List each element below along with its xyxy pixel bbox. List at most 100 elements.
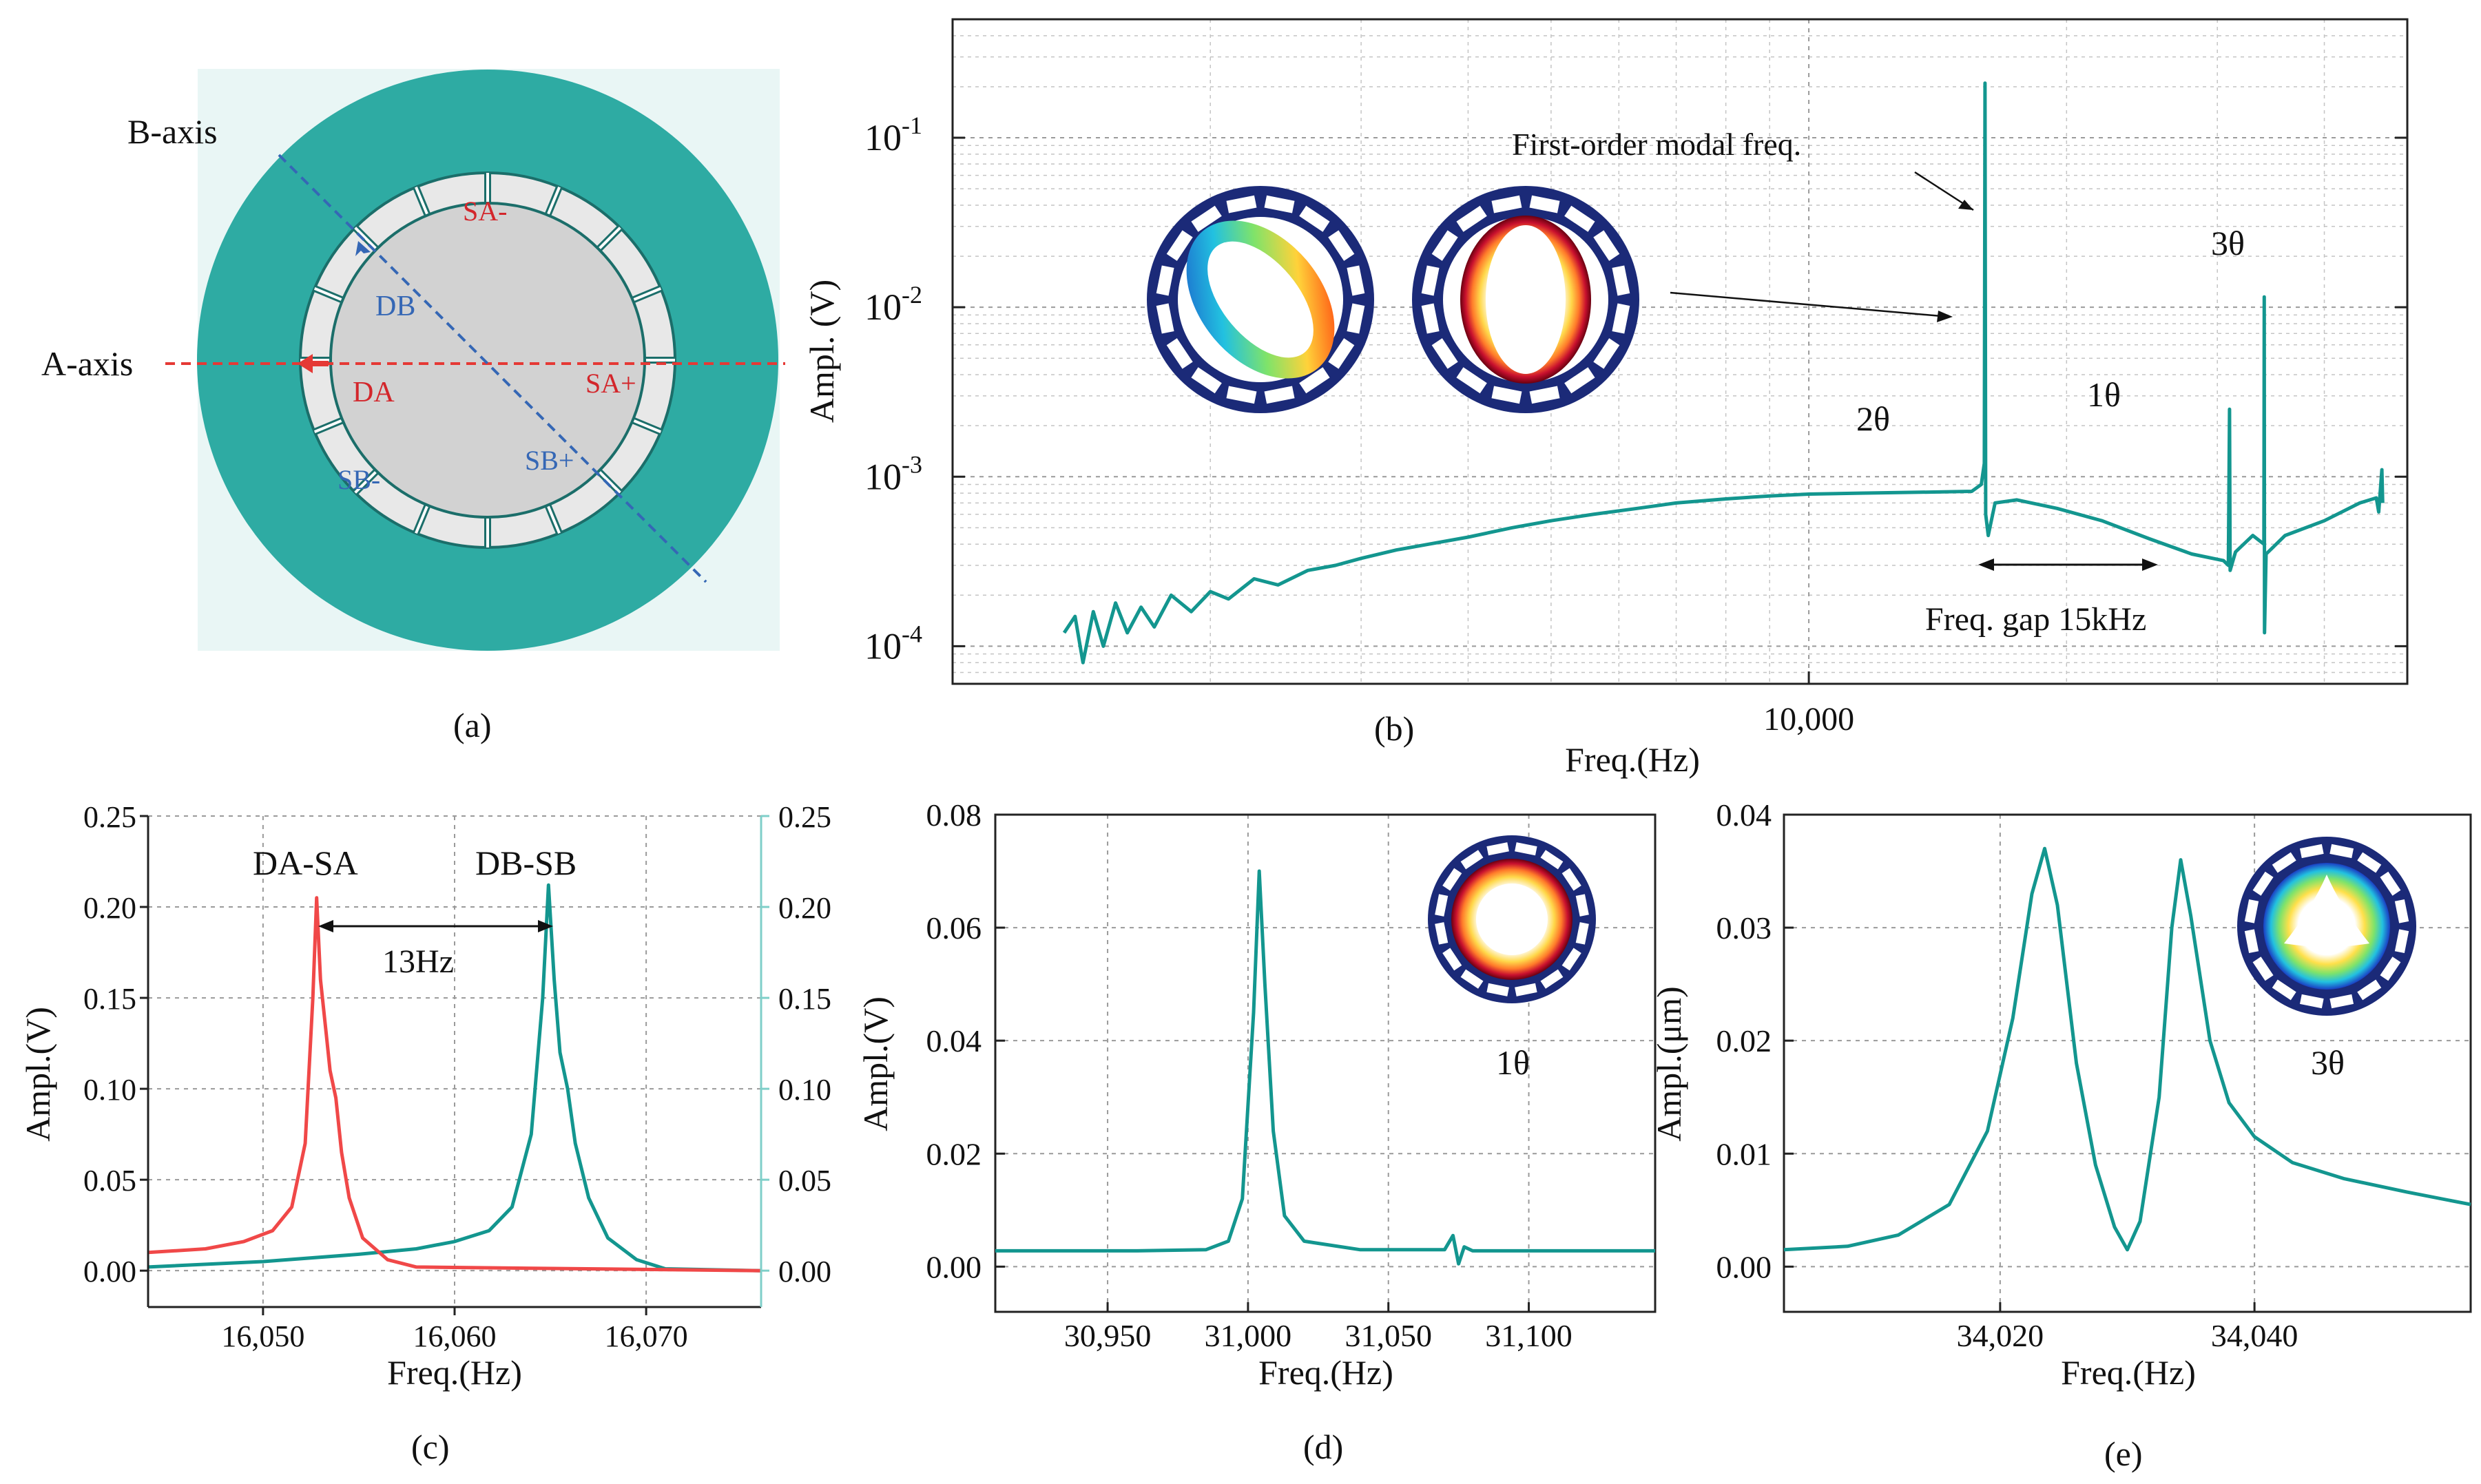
b-y-axis-label: Ampl. (V) [802, 280, 841, 423]
c-y-tick-label: 0.10 [83, 1073, 136, 1107]
electrode-gap-center [632, 287, 662, 302]
inset-slot [1593, 230, 1620, 261]
b-arrowhead-1-icon [1958, 200, 1973, 210]
d-y-tick-label: 0.00 [926, 1249, 982, 1284]
inset-slot [1561, 948, 1581, 971]
inset-slot [1564, 367, 1595, 394]
inset-slot [1486, 842, 1509, 856]
panel-b: 10-4 10-3 10-2 10-1 10,000 Ampl. (V) Freq.(H… [802, 18, 2409, 779]
e-y-tick-label: 0.03 [1716, 910, 1772, 945]
e-x-tick-label: 34,040 [2211, 1318, 2298, 1353]
electrode-gap-center [597, 227, 621, 251]
c-gridlines [148, 815, 761, 1307]
e-y-tick-label: 0.00 [1716, 1249, 1772, 1284]
inset-slot [1442, 948, 1462, 971]
caption-b: (b) [1374, 709, 1414, 748]
inset-slot [1299, 367, 1330, 394]
d-y-tick-label: 0.06 [926, 910, 982, 945]
c-x-axis-label: Freq.(Hz) [387, 1353, 522, 1392]
sa-plus-label: SA+ [585, 368, 636, 399]
e-y-tick-label: 0.02 [1716, 1023, 1772, 1058]
inset-slot [1612, 265, 1630, 296]
inset-slot [1456, 367, 1487, 394]
d-y-tick-label: 0.02 [926, 1136, 982, 1171]
inset-slot [1431, 338, 1458, 369]
e-x-tick-label: 34,020 [1957, 1318, 2044, 1353]
d-series-line [995, 869, 1655, 1266]
b-gap-arrowhead-right-icon [2142, 558, 2158, 571]
caption-a: (a) [453, 706, 492, 744]
d-x-axis-label: Freq.(Hz) [1258, 1353, 1393, 1392]
db-arrow-icon [355, 241, 375, 265]
c-y-tick-label: 0.15 [83, 982, 136, 1016]
inset-slot [1264, 195, 1295, 213]
c-y2-tick-label: 0.15 [778, 982, 831, 1016]
c-x-tick-label: 16,070 [605, 1319, 688, 1353]
b-first-order-label: First-order modal freq. [1512, 127, 1801, 162]
inset-slot [2244, 929, 2259, 954]
b-x-tick-label: 10,000 [1763, 701, 1854, 738]
electrode-gap-center [313, 419, 344, 433]
inset-slot [2329, 844, 2354, 859]
b-tick-labels: 10-4 10-3 10-2 10-1 10,000 [864, 112, 2407, 738]
electrode-gap-center [546, 186, 561, 216]
inset-slot [1347, 265, 1365, 296]
b-1theta-label: 1θ [2087, 375, 2121, 414]
inset-slot [1456, 205, 1487, 232]
c-gap-label: 13Hz [382, 943, 454, 980]
inset-slot [2299, 994, 2324, 1009]
electrode-gap-center [632, 419, 662, 433]
inset-slot [1166, 230, 1193, 261]
e-mode-label: 3θ [2311, 1043, 2345, 1082]
d-mode-inset [1428, 835, 1596, 1003]
b-series-line [1062, 81, 2385, 665]
da-label: DA [353, 377, 395, 408]
electrode-gap-center [415, 186, 429, 216]
panel-c: 0.00 0.00 0.05 0.05 0.10 0.10 0.15 0.15 0.20 0.20… [19, 800, 831, 1466]
inset-slot [1156, 265, 1174, 296]
c-x-tick-label: 16,060 [413, 1319, 497, 1353]
c-db-sb-label: DB-SB [475, 844, 577, 882]
b-gap-label: Freq. gap 15kHz [1925, 601, 2146, 638]
c-gap-arrowhead-right-icon [538, 920, 553, 932]
inset-slot [2272, 852, 2296, 873]
e-series-line [1783, 846, 2471, 1252]
inset-slot [1561, 868, 1581, 891]
inset-slot [2394, 899, 2409, 923]
inset-slot [1515, 983, 1537, 996]
inset-slot [2380, 871, 2401, 896]
inset-slot [2357, 852, 2382, 873]
sb-minus-label: SB- [338, 464, 380, 495]
b-y-tick-label: 10-4 [864, 620, 922, 667]
d-x-tick-label: 31,100 [1485, 1318, 1572, 1353]
e-mode-inset [2237, 837, 2416, 1016]
c-series-db-sb-line [147, 883, 762, 1273]
panel-a: B-axis A-axis SA- SA+ SB- SB+ DA DB (a) [41, 69, 785, 744]
c-y2-tick-label: 0.20 [778, 891, 831, 925]
inset-slot [1421, 265, 1440, 296]
electrode-gap-center [546, 504, 561, 534]
db-label: DB [375, 291, 415, 322]
b-2theta-label: 2θ [1856, 399, 1890, 438]
c-series-da-sa-line [147, 896, 762, 1273]
panel-e: 0.00 0.01 0.02 0.03 0.04 34,020 34,040 Ampl.(μ… [1650, 797, 2472, 1473]
inset-slot [1191, 205, 1222, 232]
c-y-axis-label: Ampl.(V) [19, 1007, 57, 1142]
b-annotation-arrow-2 [1670, 291, 1950, 318]
inset-slot [1575, 894, 1589, 917]
e-plot-frame [1783, 813, 2472, 1313]
inset-slot [1593, 338, 1620, 369]
caption-c: (c) [411, 1428, 450, 1466]
inset-slot [2252, 957, 2274, 981]
c-gap-arrowhead-left-icon [318, 920, 333, 932]
inset-slot [1491, 386, 1522, 404]
inset-slot [2252, 871, 2274, 896]
d-x-tick-label: 31,000 [1205, 1318, 1292, 1353]
inset-slot [1435, 922, 1449, 945]
inset-slot [1460, 850, 1484, 870]
b-axis-line [278, 154, 707, 583]
b-plot-frame [951, 18, 2409, 685]
inset-slot [1612, 303, 1630, 334]
d-mode-label: 1θ [1496, 1043, 1530, 1082]
